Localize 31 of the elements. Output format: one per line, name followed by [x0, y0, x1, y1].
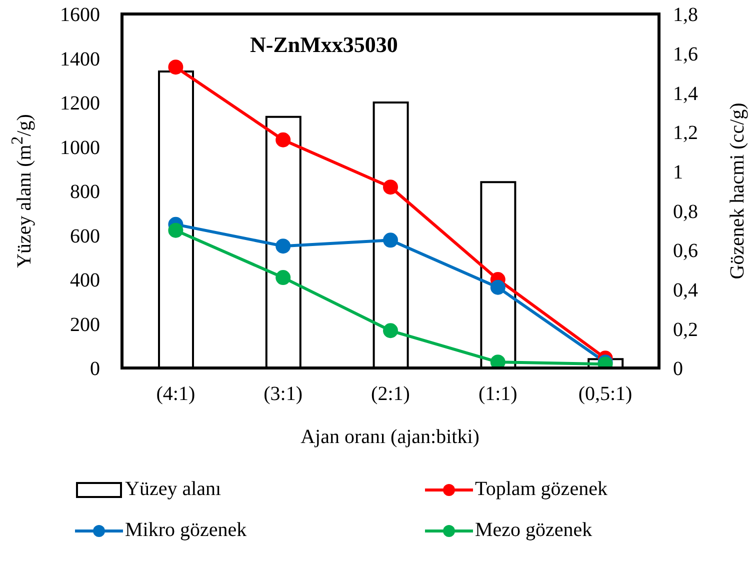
- text: N-ZnMxx35030: [250, 32, 398, 58]
- y-tick-label: 400: [70, 270, 100, 292]
- y2-tick-label: 1,4: [673, 82, 698, 105]
- y2-tick-label: 1,6: [673, 43, 698, 66]
- y2-tick-label: 0,8: [673, 200, 698, 223]
- legend-label: Yüzey alanı: [125, 478, 222, 501]
- x-tick-label: (0,5:1): [578, 383, 632, 406]
- x-tick-label: (1:1): [478, 383, 518, 406]
- y2-axis-title: Gözenek hacmi (cc/g): [726, 102, 750, 280]
- y-tick-label: 1200: [60, 92, 100, 115]
- y-tick-label: 600: [70, 225, 100, 248]
- y2-tick-label: 0: [673, 358, 683, 380]
- legend-label: Mikro gözenek: [125, 519, 247, 542]
- y2-tick-label: 0,2: [673, 318, 698, 341]
- legend-label: Mezo gözenek: [475, 519, 592, 542]
- x-tick-label: (3:1): [264, 383, 303, 406]
- legend-label: Toplam gözenek: [475, 478, 608, 501]
- y2-tick-label: 1,2: [673, 122, 698, 144]
- y2-tick-label: 1,8: [673, 4, 698, 26]
- y-tick-label: 800: [70, 181, 100, 204]
- y-tick-label: 200: [70, 314, 100, 336]
- y-tick-label: 1000: [60, 136, 100, 159]
- x-tick-label: (2:1): [371, 383, 410, 406]
- y2-tick-label: 1: [673, 161, 683, 184]
- y-tick-label: 1600: [60, 4, 100, 26]
- x-axis-title: Ajan oranı (ajan:bitki): [300, 426, 480, 449]
- x-tick-label: (4:1): [156, 383, 196, 406]
- y-tick-label: 1400: [60, 48, 100, 70]
- y-tick-label: 0: [90, 358, 100, 380]
- y2-tick-label: 0,4: [673, 279, 698, 302]
- y2-tick-label: 0,6: [673, 240, 698, 262]
